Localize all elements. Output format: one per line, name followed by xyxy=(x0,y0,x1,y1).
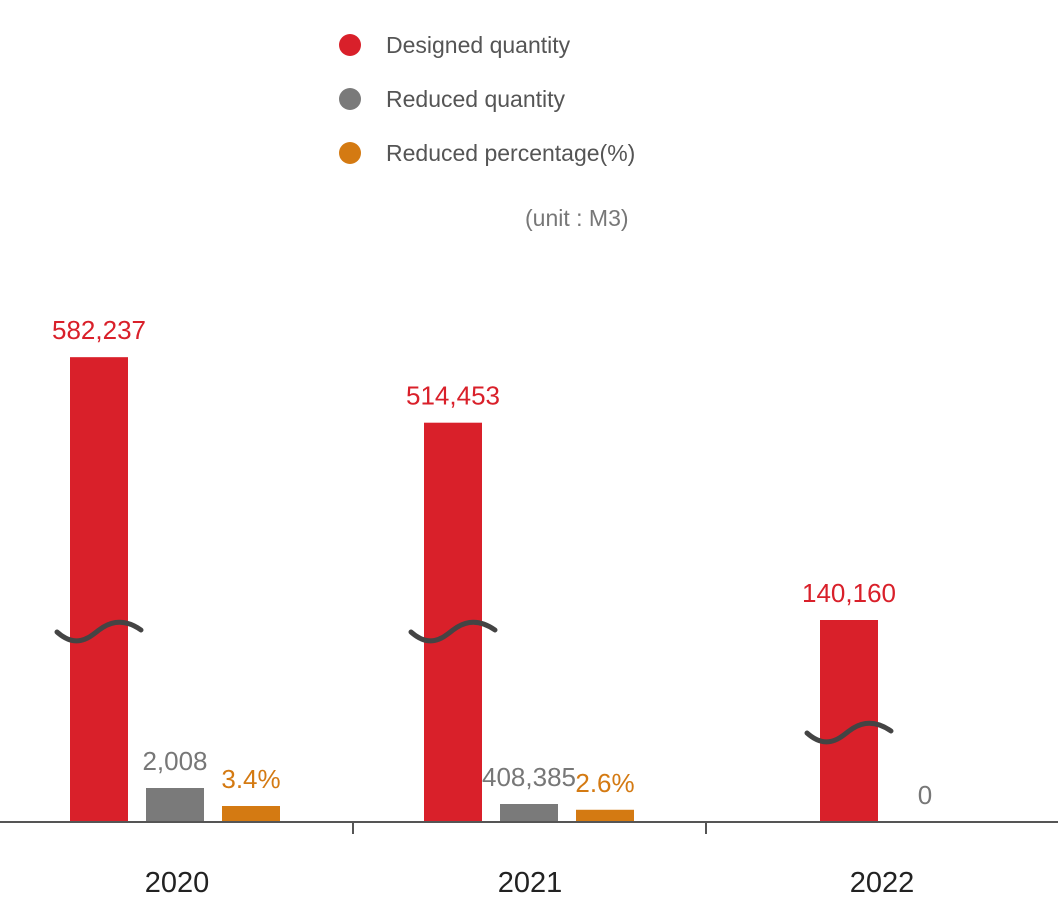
legend-marker-0 xyxy=(339,34,361,56)
value-label-2020-1: 2,008 xyxy=(142,746,207,776)
legend: Designed quantity Reduced quantity Reduced… xyxy=(339,32,635,166)
value-label-2021-1: 408,385 xyxy=(482,762,576,792)
value-labels: 582,237 2,008 3.4% 514,453 408,385 2.6% 140,16… xyxy=(52,315,932,810)
bar-2020-0 xyxy=(70,357,128,822)
legend-marker-1 xyxy=(339,88,361,110)
axis-break-icon-2022 xyxy=(804,720,894,745)
legend-label-1: Reduced quantity xyxy=(386,86,566,112)
value-label-2020-2: 3.4% xyxy=(221,764,280,794)
value-label-2020-0: 582,237 xyxy=(52,315,146,345)
legend-marker-2 xyxy=(339,142,361,164)
axis-break-icon-2020 xyxy=(54,619,144,644)
axis-break-marks xyxy=(54,619,894,745)
x-tick-label-2021: 2021 xyxy=(498,867,563,899)
bar-2020-1 xyxy=(146,788,204,822)
x-axis: 2020 2021 2022 xyxy=(0,821,1058,899)
legend-label-2: Reduced percentage(%) xyxy=(386,140,635,166)
bar-2021-1 xyxy=(500,804,558,822)
axis-break-icon-2021 xyxy=(408,619,498,644)
x-tick-label-2020: 2020 xyxy=(145,867,210,899)
value-label-2022-1: 0 xyxy=(918,780,932,810)
bar-2021-2 xyxy=(576,809,634,822)
value-label-2021-0: 514,453 xyxy=(406,381,500,411)
legend-label-0: Designed quantity xyxy=(386,32,571,58)
value-label-2021-2: 2.6% xyxy=(575,768,634,798)
x-tick-label-2022: 2022 xyxy=(850,867,915,899)
value-label-2022-0: 140,160 xyxy=(802,578,896,608)
unit-label: (unit : M3) xyxy=(525,205,629,231)
bar-2020-2 xyxy=(222,806,280,822)
